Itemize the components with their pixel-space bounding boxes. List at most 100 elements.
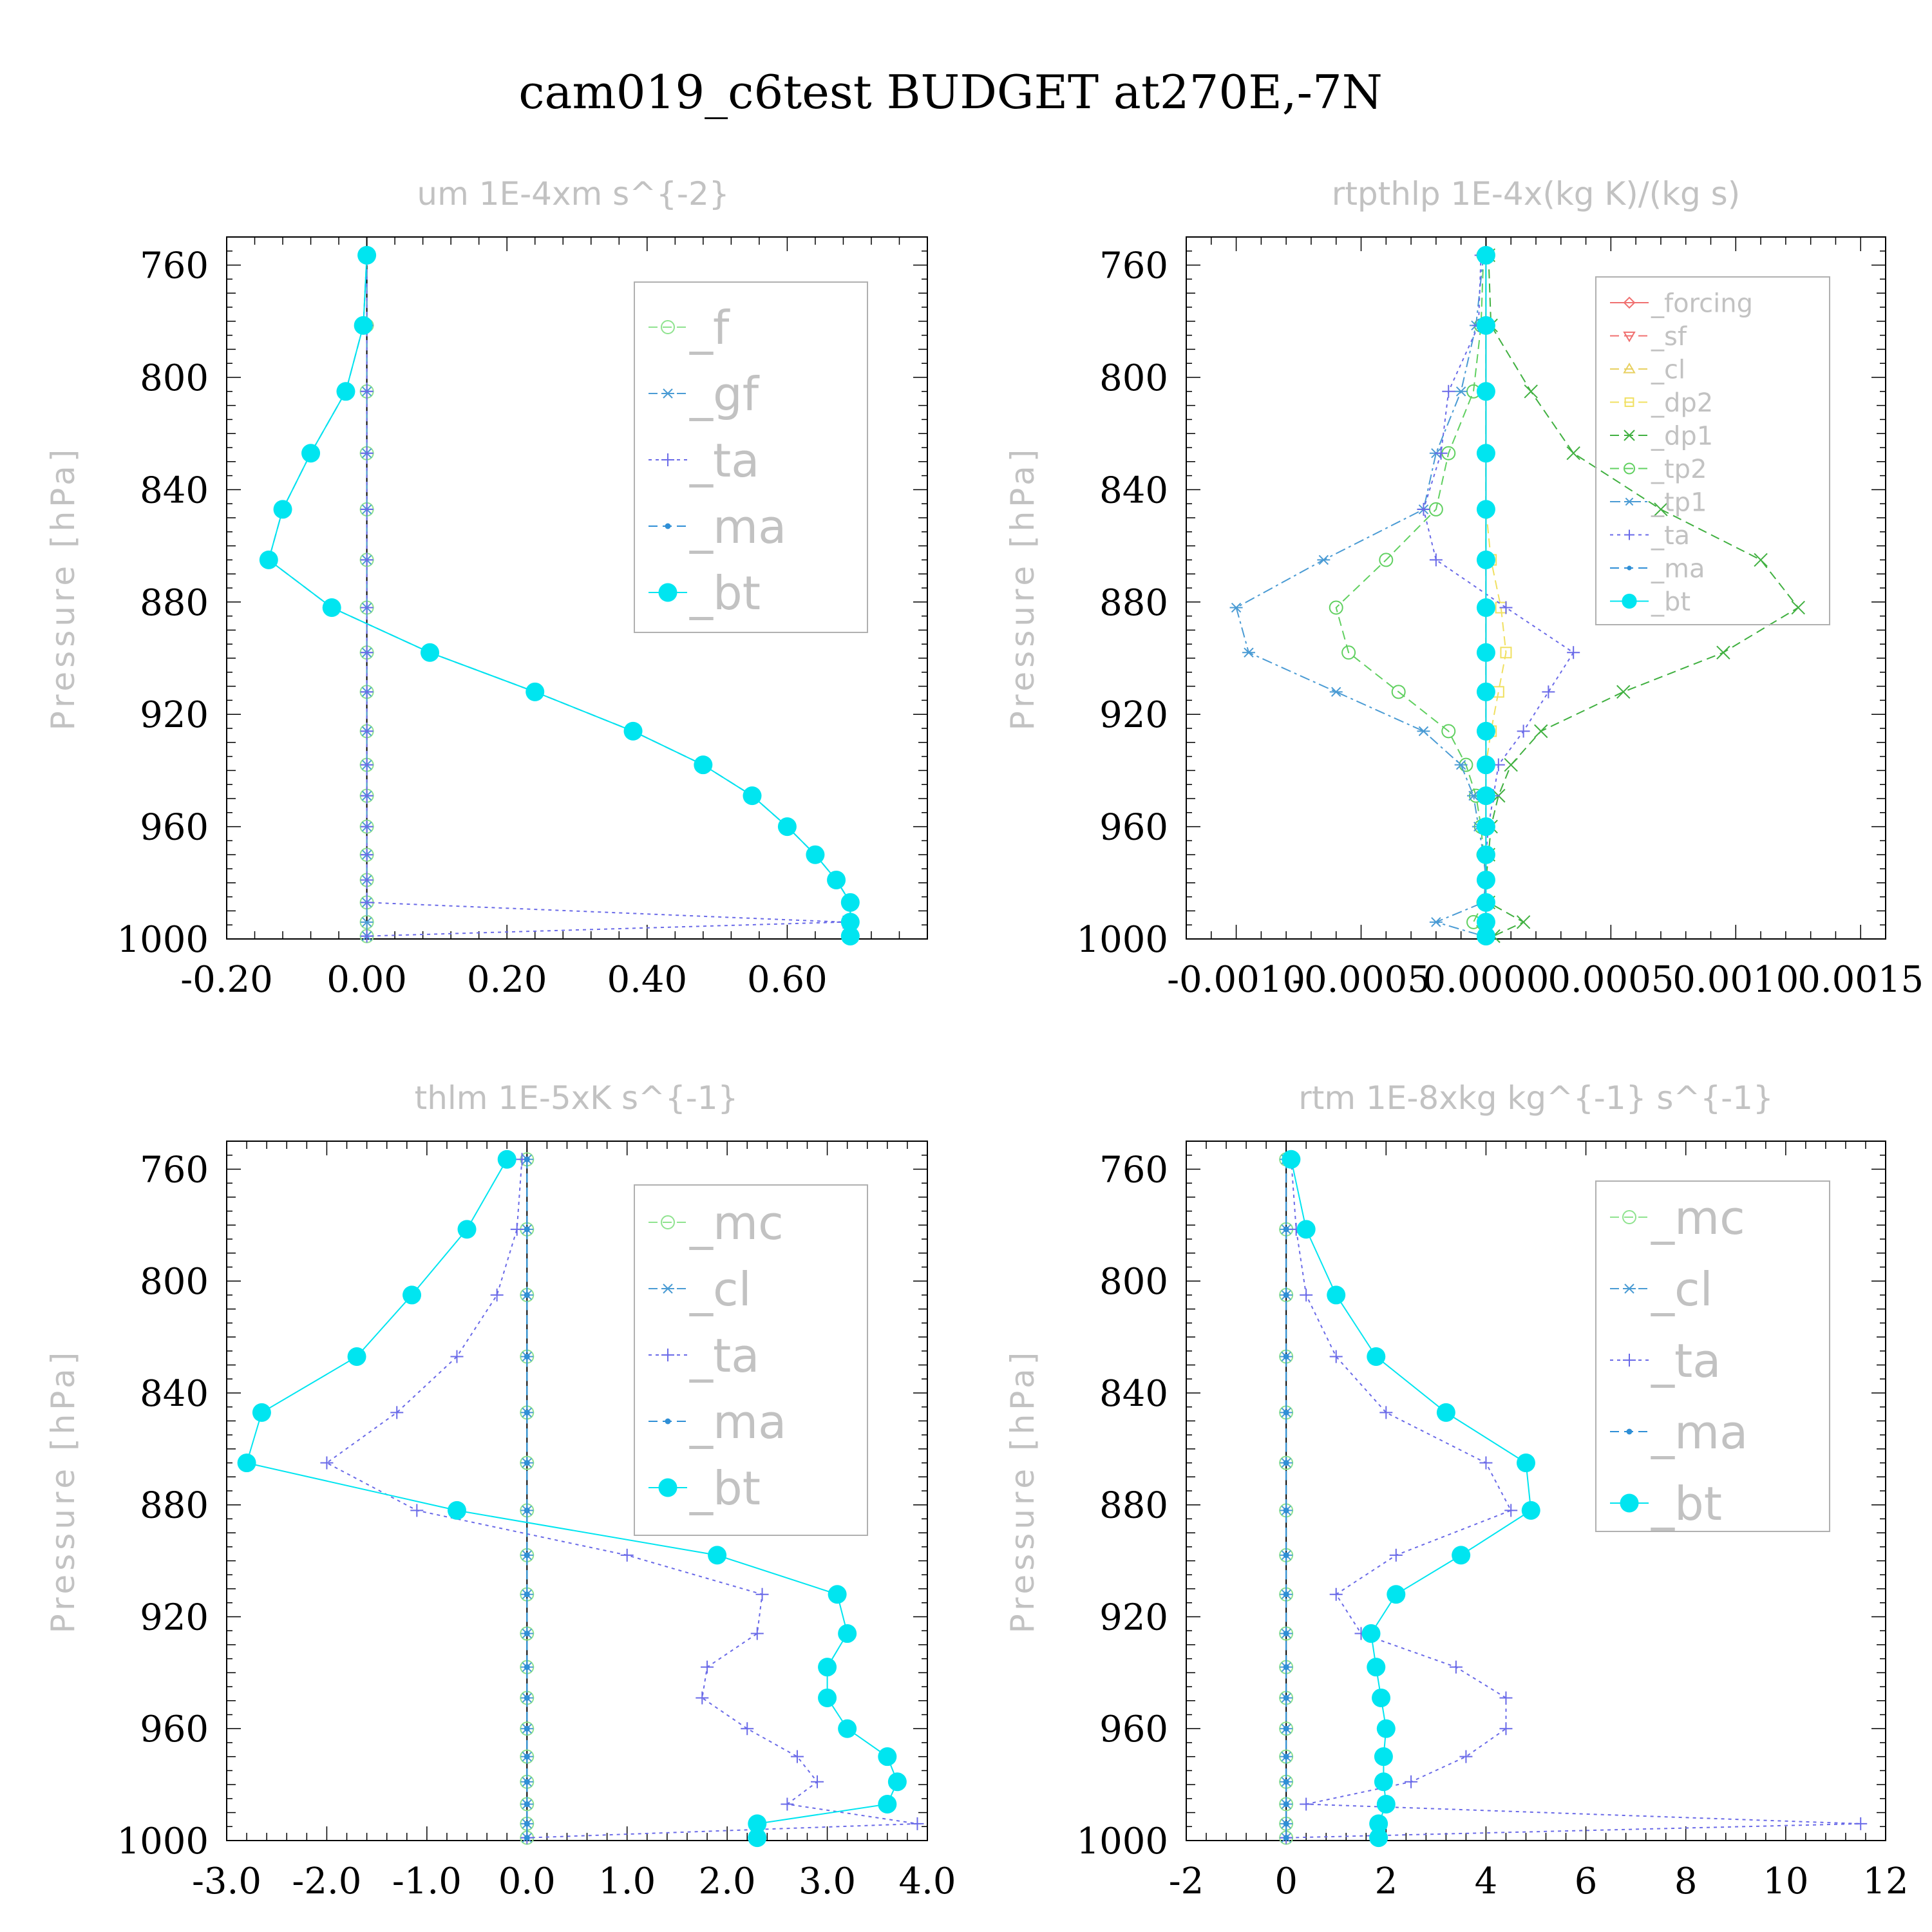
panel-title: thlm 1E-5xK s^{-1} bbox=[415, 1079, 739, 1117]
legend-label: _tp2 bbox=[1651, 455, 1707, 484]
data-point bbox=[1283, 1292, 1289, 1298]
data-point bbox=[1476, 755, 1495, 775]
data-point bbox=[1521, 1501, 1540, 1520]
x-tick-label: 10 bbox=[1763, 1861, 1808, 1902]
data-point bbox=[360, 724, 374, 738]
data-point bbox=[524, 1835, 530, 1841]
data-point bbox=[1379, 553, 1394, 567]
data-point bbox=[755, 1587, 769, 1601]
x-tick-label: 8 bbox=[1674, 1861, 1698, 1902]
legend-item: _mc bbox=[1610, 1191, 1745, 1245]
y-tick-label: 920 bbox=[1099, 694, 1168, 736]
data-point bbox=[743, 786, 762, 806]
data-point bbox=[1283, 1664, 1289, 1671]
data-point bbox=[402, 1285, 422, 1305]
series-group bbox=[237, 1150, 924, 1848]
data-point bbox=[818, 1658, 837, 1677]
legend-box bbox=[634, 281, 868, 633]
series-line bbox=[1485, 255, 1799, 937]
y-tick-label: 1000 bbox=[117, 919, 209, 961]
data-point bbox=[1283, 1821, 1289, 1827]
data-point bbox=[360, 446, 374, 460]
data-point bbox=[878, 1795, 897, 1814]
data-point bbox=[1372, 1688, 1391, 1707]
legend-item: _forcing bbox=[1610, 289, 1753, 318]
legend-item: _cl bbox=[649, 1262, 752, 1316]
data-point bbox=[497, 1150, 516, 1169]
data-point bbox=[694, 755, 713, 775]
series-ma bbox=[524, 1156, 530, 1841]
legend: _f _gf _ta _ma _bt bbox=[634, 281, 868, 633]
data-point bbox=[1476, 444, 1495, 463]
plot-frame bbox=[1186, 1141, 1886, 1841]
data-point bbox=[1379, 1406, 1393, 1419]
legend-marker bbox=[1624, 529, 1634, 540]
data-point bbox=[1476, 927, 1495, 946]
data-point bbox=[1476, 245, 1495, 265]
data-point bbox=[510, 1222, 524, 1236]
data-point bbox=[524, 1779, 530, 1785]
data-point bbox=[360, 685, 374, 699]
y-tick-label: 840 bbox=[1099, 469, 1168, 511]
data-point bbox=[237, 1454, 256, 1473]
data-point bbox=[1504, 1504, 1518, 1517]
series-line bbox=[1235, 255, 1487, 937]
axis-ticks bbox=[1186, 236, 1886, 940]
plot-frame bbox=[226, 1141, 928, 1841]
x-tick-label: 0.0015 bbox=[1797, 959, 1924, 1001]
legend-marker bbox=[661, 1349, 674, 1361]
data-point bbox=[1499, 1691, 1513, 1705]
chart-panel-4: rtm 1E-8xkg kg^{-1} s^{-1} Pressure [hPa]… bbox=[1004, 1079, 1909, 1902]
legend-label: _bt bbox=[689, 1461, 761, 1515]
legend-label: _dp2 bbox=[1651, 388, 1713, 418]
data-point bbox=[1454, 759, 1468, 770]
series-ta bbox=[1280, 1153, 1868, 1844]
data-point bbox=[252, 1403, 271, 1422]
data-point bbox=[790, 1750, 804, 1763]
legend-item: _gf bbox=[649, 367, 760, 421]
data-point bbox=[259, 550, 278, 569]
x-tick-label: 4.0 bbox=[898, 1861, 956, 1902]
data-point bbox=[1476, 316, 1495, 335]
data-point bbox=[1376, 1719, 1396, 1738]
data-point bbox=[1567, 646, 1580, 659]
data-point bbox=[1429, 917, 1443, 927]
y-tick-label: 880 bbox=[1099, 1485, 1168, 1527]
data-point bbox=[1476, 870, 1495, 889]
data-point bbox=[1479, 1456, 1493, 1470]
data-point bbox=[1296, 1220, 1316, 1239]
legend-label: _bt bbox=[689, 566, 761, 620]
series-dp1 bbox=[1479, 248, 1805, 943]
legend-label: _ta bbox=[689, 433, 759, 488]
data-point bbox=[336, 382, 355, 401]
data-point bbox=[838, 1624, 857, 1643]
y-axis-label: Pressure [hPa] bbox=[44, 1349, 82, 1634]
y-tick-label: 960 bbox=[140, 807, 209, 849]
data-point bbox=[360, 917, 374, 927]
y-tick-label: 760 bbox=[140, 245, 209, 287]
series-ta bbox=[360, 249, 850, 943]
data-point bbox=[1369, 1828, 1388, 1848]
legend-item: _bt bbox=[1610, 1477, 1722, 1531]
series-bt bbox=[259, 245, 860, 946]
data-point bbox=[524, 1156, 530, 1162]
data-point bbox=[1329, 687, 1343, 697]
legend-label: _ma bbox=[689, 1395, 786, 1449]
data-point bbox=[1242, 647, 1255, 658]
data-point bbox=[1566, 446, 1580, 460]
data-point bbox=[1283, 1552, 1289, 1558]
figure-title: cam019_c6test BUDGET at270E,-7N bbox=[518, 65, 1383, 119]
y-tick-label: 760 bbox=[1099, 245, 1168, 287]
data-point bbox=[911, 1817, 924, 1830]
data-point bbox=[301, 444, 321, 463]
y-tick-label: 960 bbox=[1099, 807, 1168, 849]
data-point bbox=[1854, 1817, 1868, 1830]
data-point bbox=[360, 601, 374, 614]
data-point bbox=[410, 1504, 424, 1517]
axis-ticks bbox=[226, 1141, 928, 1841]
data-point bbox=[1283, 1631, 1289, 1637]
legend-marker bbox=[1623, 331, 1636, 343]
legend: _mc _cl _ta _ma _bt bbox=[1595, 1180, 1830, 1532]
data-point bbox=[1499, 1722, 1513, 1736]
data-point bbox=[1283, 1779, 1289, 1785]
